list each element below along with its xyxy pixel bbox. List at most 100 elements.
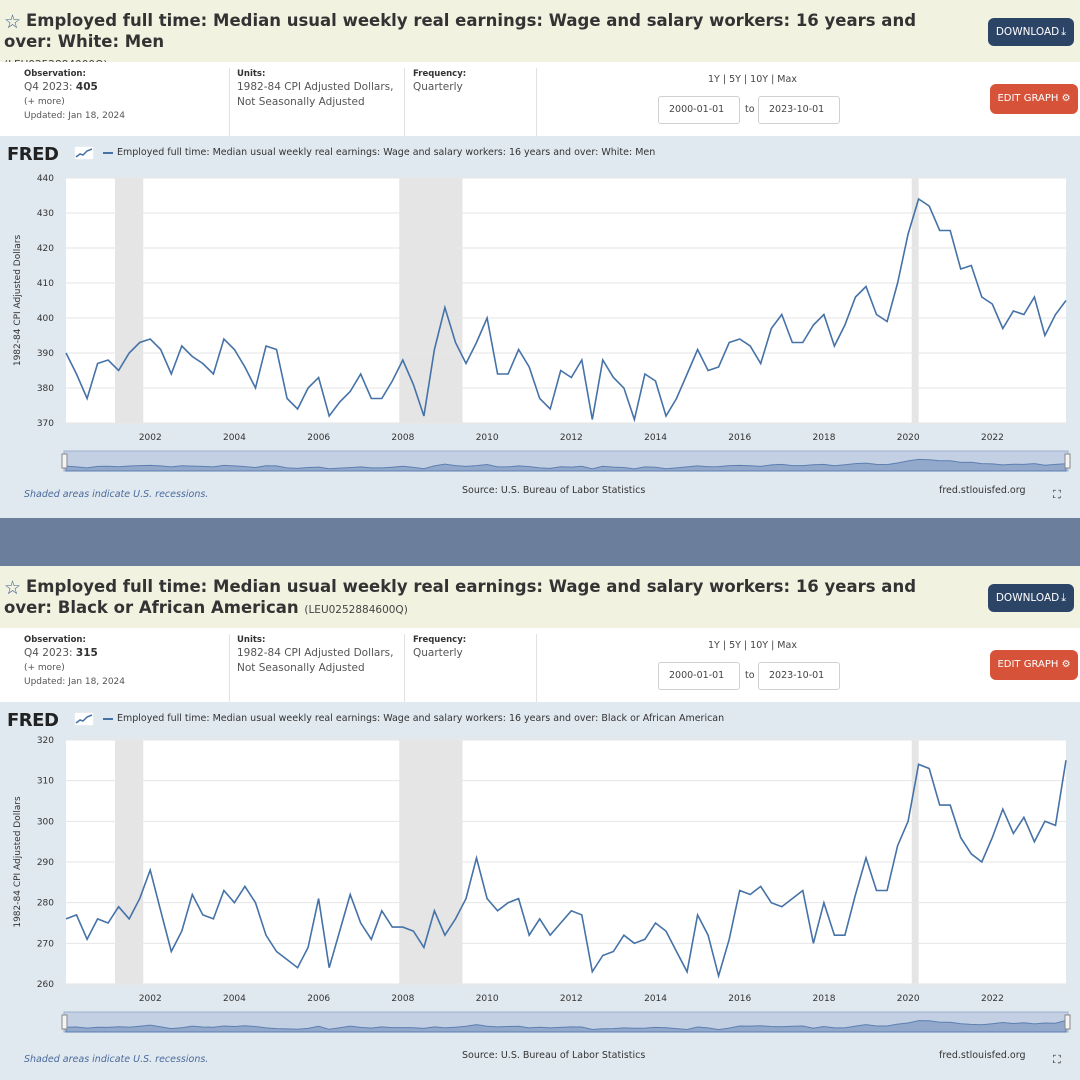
download-button[interactable]: DOWNLOAD ⤓ <box>988 18 1074 46</box>
units-line2: Not Seasonally Adjusted <box>237 96 365 108</box>
updated-date: Updated: Jan 18, 2024 <box>24 111 126 121</box>
edit-graph-label: EDIT GRAPH <box>997 93 1059 104</box>
y-tick-label: 410 <box>37 279 54 289</box>
x-tick-label: 2002 <box>139 994 162 1004</box>
more-link[interactable]: (+ more) <box>24 663 65 673</box>
frequency-value: Quarterly <box>413 81 463 93</box>
edit-graph-button[interactable]: EDIT GRAPH ⚙ <box>990 84 1078 114</box>
legend-text: Employed full time: Median usual weekly … <box>117 713 725 724</box>
navigator-handle-right <box>1064 453 1071 469</box>
x-tick-label: 2008 <box>391 433 414 443</box>
x-tick-label: 2002 <box>139 433 162 443</box>
fred-sparkline-icon <box>74 146 94 160</box>
star-icon[interactable]: ☆ <box>4 11 22 33</box>
graph-area: FRED Employed full time: Median usual we… <box>0 136 1080 518</box>
download-button[interactable]: DOWNLOAD ⤓ <box>988 584 1074 612</box>
x-tick-label: 2012 <box>560 994 583 1004</box>
frequency-block: Frequency: Quarterly <box>405 634 537 702</box>
y-tick-label: 310 <box>37 777 54 787</box>
chart-plot-white-men[interactable]: 370 380 390 400 410 420 430 440 2002 2004 2006 2008… <box>0 136 1080 518</box>
observation-period: Q4 2023: <box>24 81 73 93</box>
y-tick-label: 440 <box>37 174 54 184</box>
series-title-text: Employed full time: Median usual weekly … <box>4 11 917 51</box>
recession-note: Shaded areas indicate U.S. recessions. <box>24 489 209 500</box>
source-text[interactable]: Source: U.S. Bureau of Labor Statistics <box>462 485 646 496</box>
more-link[interactable]: (+ more) <box>24 97 65 107</box>
series-panel-white-men: ☆ Employed full time: Median usual weekl… <box>0 0 1080 518</box>
x-tick-label: 2022 <box>981 433 1004 443</box>
title-bar: ☆ Employed full time: Median usual weekl… <box>0 0 1080 71</box>
info-row: Observation: Q4 2023: 315 (+ more) Updat… <box>0 628 1080 702</box>
chart-legend: Employed full time: Median usual weekly … <box>103 147 655 158</box>
chart-legend: Employed full time: Median usual weekly … <box>103 713 724 724</box>
y-tick-label: 270 <box>37 939 54 949</box>
series-id: (LEU0252884600Q) <box>304 604 408 616</box>
x-tick-label: 2004 <box>223 994 246 1004</box>
fullscreen-icon[interactable]: ⛶ <box>1053 488 1061 501</box>
title-bar: ☆ Employed full time: Median usual weekl… <box>0 566 1080 628</box>
x-tick-label: 2014 <box>644 433 667 443</box>
units-label: Units: <box>237 635 266 645</box>
range-links[interactable]: 1Y | 5Y | 10Y | Max <box>708 640 797 651</box>
fred-logo: FRED <box>7 144 59 165</box>
x-tick-label: 2016 <box>728 433 751 443</box>
x-tick-label: 2020 <box>897 994 920 1004</box>
units-block: Units: 1982-84 CPI Adjusted Dollars, Not… <box>230 68 405 136</box>
x-tick-label: 2014 <box>644 994 667 1004</box>
x-tick-label: 2004 <box>223 433 246 443</box>
date-from-input[interactable]: 2000-01-01 <box>658 662 740 690</box>
units-line1: 1982-84 CPI Adjusted Dollars, <box>237 647 394 659</box>
fred-url[interactable]: fred.stlouisfed.org <box>939 485 1026 496</box>
range-links[interactable]: 1Y | 5Y | 10Y | Max <box>708 74 797 85</box>
x-tick-label: 2018 <box>813 994 836 1004</box>
legend-swatch <box>103 151 113 154</box>
frequency-label: Frequency: <box>413 69 467 79</box>
date-to-label: to <box>745 670 755 681</box>
navigator-handle-left <box>61 1014 68 1030</box>
star-icon[interactable]: ☆ <box>4 577 22 599</box>
navigator-handle-left <box>61 453 68 469</box>
observation-value: 315 <box>75 647 98 659</box>
date-from-input[interactable]: 2000-01-01 <box>658 96 740 124</box>
date-to-input[interactable]: 2023-10-01 <box>758 96 840 124</box>
units-block: Units: 1982-84 CPI Adjusted Dollars, Not… <box>230 634 405 702</box>
y-axis-label: 1982-84 CPI Adjusted Dollars <box>13 235 23 367</box>
units-line2: Not Seasonally Adjusted <box>237 662 365 674</box>
navigator-series <box>65 1019 1067 1033</box>
series-line <box>65 760 1067 979</box>
units-label: Units: <box>237 69 266 79</box>
edit-graph-label: EDIT GRAPH <box>997 659 1059 670</box>
source-text[interactable]: Source: U.S. Bureau of Labor Statistics <box>462 1050 646 1061</box>
recession-band <box>399 178 463 423</box>
y-tick-label: 280 <box>37 899 54 909</box>
recession-band <box>114 178 144 423</box>
y-tick-label: 320 <box>37 736 54 746</box>
y-tick-label: 400 <box>37 314 54 324</box>
recession-band <box>911 178 919 423</box>
range-navigator[interactable] <box>61 1011 1071 1033</box>
recession-note: Shaded areas indicate U.S. recessions. <box>24 1054 209 1065</box>
series-title-text: Employed full time: Median usual weekly … <box>4 577 917 617</box>
range-navigator[interactable] <box>61 450 1071 472</box>
y-tick-label: 260 <box>37 980 54 990</box>
chart-plot-black[interactable]: 260 270 280 290 300 310 320 2002 2004 2006 2008 201… <box>0 702 1080 1080</box>
frequency-block: Frequency: Quarterly <box>405 68 537 136</box>
info-row: Observation: Q4 2023: 405 (+ more) Updat… <box>0 62 1080 136</box>
panel-divider <box>0 518 1080 566</box>
download-icon: ⤓ <box>1061 591 1067 604</box>
x-tick-label: 2006 <box>307 433 330 443</box>
x-tick-label: 2006 <box>307 994 330 1004</box>
fred-sparkline-icon <box>74 712 94 726</box>
x-tick-label: 2012 <box>560 433 583 443</box>
fred-url[interactable]: fred.stlouisfed.org <box>939 1050 1026 1061</box>
observation-block: Observation: Q4 2023: 315 (+ more) Updat… <box>0 634 230 702</box>
graph-area: FRED Employed full time: Median usual we… <box>0 702 1080 1080</box>
fullscreen-icon[interactable]: ⛶ <box>1053 1053 1061 1066</box>
x-tick-label: 2016 <box>728 994 751 1004</box>
date-to-input[interactable]: 2023-10-01 <box>758 662 840 690</box>
fred-logo: FRED <box>7 710 59 731</box>
observation-value: 405 <box>75 81 98 93</box>
observation-label: Observation: <box>24 69 86 79</box>
x-tick-label: 2018 <box>813 433 836 443</box>
edit-graph-button[interactable]: EDIT GRAPH ⚙ <box>990 650 1078 680</box>
